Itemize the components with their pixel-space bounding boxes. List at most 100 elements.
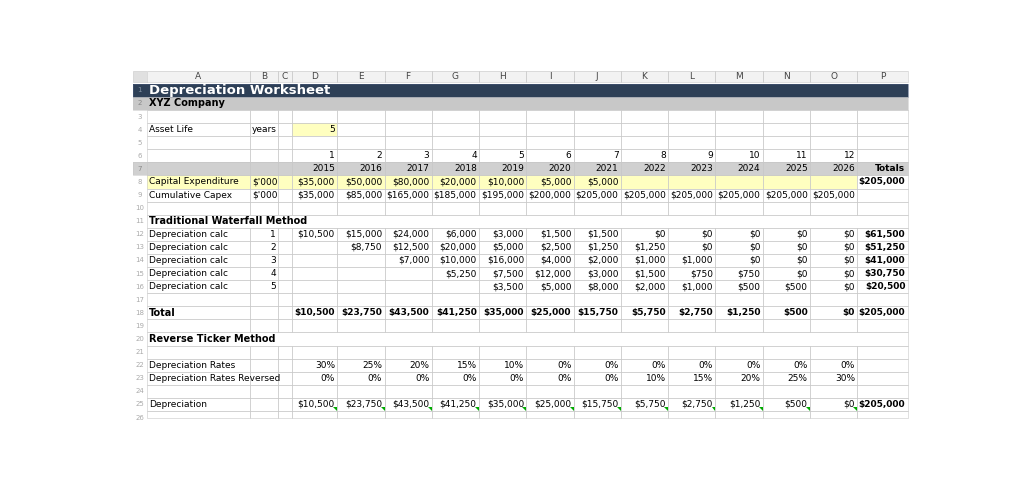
Text: 1: 1 <box>270 230 276 239</box>
Text: 2025: 2025 <box>785 164 808 173</box>
Bar <box>385 228 432 241</box>
Bar <box>279 267 292 280</box>
Bar <box>810 241 857 254</box>
Bar <box>716 228 763 241</box>
Bar <box>857 189 907 202</box>
Bar <box>279 136 292 149</box>
Bar <box>621 149 669 162</box>
Text: $15,750: $15,750 <box>578 308 618 317</box>
Bar <box>716 372 763 385</box>
Bar <box>279 162 292 175</box>
Bar <box>857 280 907 293</box>
Bar <box>526 123 573 136</box>
Bar <box>763 123 810 136</box>
Bar <box>292 136 337 149</box>
Bar <box>526 319 573 333</box>
Bar <box>763 359 810 372</box>
Text: 19: 19 <box>135 323 144 329</box>
Bar <box>279 175 292 189</box>
Bar <box>573 306 621 319</box>
Bar <box>669 267 716 280</box>
Text: Depreciation calc: Depreciation calc <box>148 256 228 265</box>
Text: 0%: 0% <box>604 360 618 370</box>
Text: $2,750: $2,750 <box>679 308 713 317</box>
Text: 2017: 2017 <box>407 164 429 173</box>
Bar <box>716 71 763 82</box>
Bar <box>479 359 526 372</box>
Bar <box>526 175 573 189</box>
Text: 8: 8 <box>660 151 666 160</box>
Bar <box>385 71 432 82</box>
Text: $205,000: $205,000 <box>765 191 808 200</box>
Bar <box>669 123 716 136</box>
Bar <box>250 175 279 189</box>
Bar <box>810 280 857 293</box>
Text: $43,500: $43,500 <box>389 308 429 317</box>
Bar <box>526 228 573 241</box>
Bar <box>810 71 857 82</box>
Bar <box>669 71 716 82</box>
Text: $1,250: $1,250 <box>587 243 618 252</box>
Bar <box>432 359 479 372</box>
Bar <box>250 175 279 189</box>
Bar <box>479 149 526 162</box>
Bar <box>146 215 907 228</box>
Bar <box>292 149 337 162</box>
Bar <box>763 162 810 175</box>
Bar <box>526 280 573 293</box>
Bar <box>716 293 763 306</box>
Bar <box>146 280 250 293</box>
Bar <box>432 398 479 411</box>
Text: 0%: 0% <box>604 374 618 383</box>
Bar <box>146 175 250 189</box>
Bar <box>763 228 810 241</box>
Bar <box>250 306 279 319</box>
Bar <box>716 267 763 280</box>
Bar <box>479 202 526 215</box>
Bar <box>385 398 432 411</box>
Polygon shape <box>617 407 621 411</box>
Bar <box>337 123 385 136</box>
Text: $7,000: $7,000 <box>398 256 429 265</box>
Bar <box>432 136 479 149</box>
Bar <box>621 346 669 359</box>
Bar <box>292 162 337 175</box>
Bar <box>763 175 810 189</box>
Bar <box>479 346 526 359</box>
Text: K: K <box>642 72 647 81</box>
Bar <box>337 372 385 385</box>
Text: 2: 2 <box>270 243 276 252</box>
Bar <box>337 293 385 306</box>
Bar <box>479 162 526 175</box>
Bar <box>573 385 621 398</box>
Bar <box>337 162 385 175</box>
Bar <box>763 189 810 202</box>
Text: $0: $0 <box>797 230 808 239</box>
Bar <box>250 267 279 280</box>
Bar <box>526 71 573 82</box>
Text: $4,000: $4,000 <box>540 256 571 265</box>
Bar <box>385 411 432 418</box>
Bar <box>857 162 907 175</box>
Bar <box>716 280 763 293</box>
Bar <box>250 189 279 202</box>
Bar <box>337 411 385 418</box>
Polygon shape <box>665 407 669 411</box>
Text: Depreciation calc: Depreciation calc <box>148 243 228 252</box>
Bar <box>573 372 621 385</box>
Text: $0: $0 <box>797 243 808 252</box>
Bar <box>250 162 279 175</box>
Text: $20,000: $20,000 <box>439 178 477 186</box>
Text: $205,000: $205,000 <box>623 191 666 200</box>
Text: 2020: 2020 <box>549 164 571 173</box>
Bar <box>526 241 573 254</box>
Bar <box>763 254 810 267</box>
Bar <box>432 306 479 319</box>
Bar <box>250 228 279 241</box>
Text: 2: 2 <box>137 100 141 107</box>
Bar <box>337 280 385 293</box>
Bar <box>763 162 810 175</box>
Bar <box>479 71 526 82</box>
Bar <box>292 162 337 175</box>
Bar <box>621 398 669 411</box>
